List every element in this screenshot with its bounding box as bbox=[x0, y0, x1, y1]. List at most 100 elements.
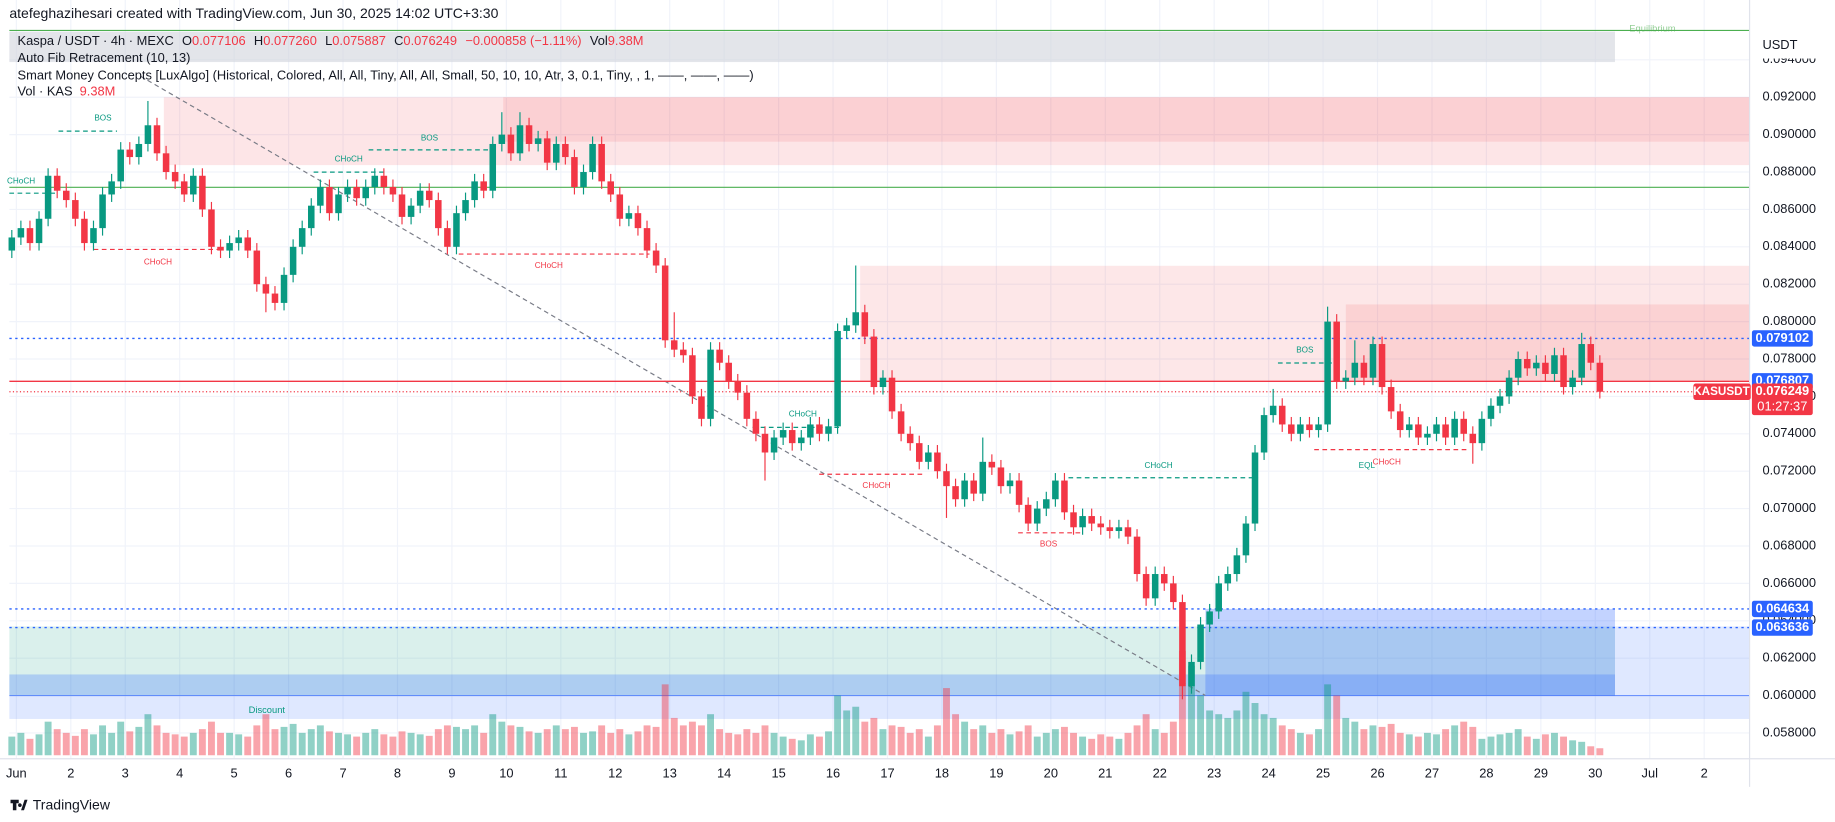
volume-bar bbox=[1169, 721, 1177, 756]
volume-bar bbox=[915, 729, 923, 756]
volume-bar bbox=[1551, 732, 1558, 756]
x-tick-label: 27 bbox=[1425, 765, 1439, 780]
ohlc-label: L bbox=[325, 34, 332, 49]
candle-body bbox=[1061, 480, 1068, 513]
price-label: 0.079102 bbox=[1756, 330, 1810, 345]
candle-body bbox=[1505, 377, 1513, 397]
volume-bar bbox=[1269, 717, 1277, 756]
volume-bar bbox=[316, 725, 324, 756]
volume-bar bbox=[852, 706, 860, 756]
volume-bar bbox=[1115, 738, 1123, 756]
legend-line: Kaspa / USDT · 4h · MEXC O0.077106 H0.07… bbox=[18, 34, 644, 49]
candle-body bbox=[870, 336, 878, 388]
volume-bar bbox=[1006, 734, 1014, 756]
x-tick-label: 3 bbox=[122, 765, 129, 780]
volume-bar bbox=[943, 688, 950, 756]
volume-bar bbox=[189, 732, 197, 756]
candle-body bbox=[153, 125, 161, 154]
candle-body bbox=[389, 186, 397, 195]
candle-body bbox=[1151, 574, 1159, 599]
y-tick-label: 0.070000 bbox=[1762, 500, 1816, 515]
volume-bar bbox=[607, 732, 615, 756]
candle-body bbox=[634, 213, 642, 229]
candle-body bbox=[180, 181, 188, 195]
volume-bar bbox=[80, 729, 88, 756]
annotation: CHoCH bbox=[1144, 461, 1172, 470]
candle-body bbox=[171, 172, 179, 182]
volume-bar bbox=[507, 725, 515, 756]
volume-bar bbox=[525, 731, 533, 756]
candle-body bbox=[1596, 362, 1604, 392]
indicator: Auto Fib Retracement (10, 13) bbox=[18, 50, 191, 65]
volume-bar bbox=[1578, 741, 1586, 756]
annotation: EQL bbox=[1359, 461, 1376, 470]
volume-bar bbox=[126, 731, 134, 756]
volume-bar bbox=[1151, 729, 1159, 756]
volume-bar bbox=[1569, 740, 1577, 756]
volume-bar bbox=[997, 729, 1005, 756]
candle-body bbox=[979, 461, 987, 494]
candle-body bbox=[380, 175, 388, 187]
candle-body bbox=[1542, 362, 1549, 374]
annotation: BOS bbox=[1296, 345, 1314, 354]
volume-bar bbox=[226, 732, 234, 756]
currency: USDT bbox=[1762, 37, 1797, 52]
volume-bar bbox=[1369, 725, 1377, 756]
indicator: Smart Money Concepts [LuxAlgo] (Historic… bbox=[18, 68, 754, 83]
candle-body bbox=[598, 143, 605, 182]
ohlc-value: 0.076249 bbox=[403, 34, 457, 49]
candle-body bbox=[643, 228, 651, 251]
x-tick-label: 24 bbox=[1261, 765, 1275, 780]
volume-bar bbox=[1514, 729, 1522, 756]
volume-bar bbox=[380, 734, 388, 756]
candle-body bbox=[734, 381, 742, 393]
change: −0.000858 (−1.11%) bbox=[465, 34, 581, 49]
price-label: 0.064634 bbox=[1756, 600, 1810, 615]
y-tick-label: 0.060000 bbox=[1762, 687, 1816, 702]
volume-bar bbox=[688, 721, 696, 756]
y-tick-label: 0.088000 bbox=[1762, 163, 1816, 178]
candle-body bbox=[298, 228, 306, 247]
volume-bar bbox=[988, 732, 996, 756]
x-tick-label: 12 bbox=[608, 765, 622, 780]
annotation: BOS bbox=[421, 133, 439, 142]
volume-bar bbox=[53, 729, 61, 756]
symbol: Kaspa / USDT · 4h · MEXC bbox=[18, 34, 174, 49]
volume-bar bbox=[434, 729, 442, 756]
candle-body bbox=[253, 250, 261, 285]
candle-body bbox=[462, 200, 469, 214]
x-tick-label: 26 bbox=[1370, 765, 1384, 780]
candle-body bbox=[897, 411, 905, 434]
volume-bar bbox=[1206, 710, 1214, 756]
candle-body bbox=[117, 149, 124, 182]
volume-bar bbox=[580, 732, 587, 756]
volume-bar bbox=[62, 732, 70, 756]
volume-bar bbox=[1433, 734, 1440, 756]
last-price-label: 0.076249 bbox=[1756, 383, 1810, 398]
symbol-tag: KASUSDT bbox=[1693, 385, 1750, 398]
candle-body bbox=[852, 312, 860, 326]
volume-bar bbox=[1079, 736, 1087, 756]
x-tick-label: 23 bbox=[1207, 765, 1221, 780]
candle-body bbox=[888, 377, 896, 412]
volume-bar bbox=[1596, 748, 1604, 756]
volume-bar bbox=[398, 731, 406, 756]
candle-body bbox=[1206, 611, 1213, 625]
volume-bar bbox=[353, 736, 361, 756]
volume-bar bbox=[44, 721, 52, 756]
volume-legend: Vol · KAS 9.38M bbox=[18, 84, 116, 99]
volume-bar bbox=[897, 726, 905, 756]
supply-zone bbox=[503, 97, 1750, 142]
volume-bar bbox=[407, 732, 415, 756]
candle-body bbox=[1406, 424, 1413, 431]
volume-bar bbox=[1523, 736, 1531, 756]
volume-bar bbox=[35, 734, 43, 756]
candle-body bbox=[208, 209, 215, 247]
volume-bar bbox=[770, 732, 778, 756]
symbol-tag-box bbox=[1693, 383, 1751, 400]
candle-body bbox=[1106, 527, 1114, 532]
volume-bar bbox=[1178, 650, 1186, 756]
x-tick-label: 2 bbox=[67, 765, 74, 780]
annotation: Discount bbox=[249, 705, 286, 715]
volume-bar bbox=[552, 725, 560, 756]
